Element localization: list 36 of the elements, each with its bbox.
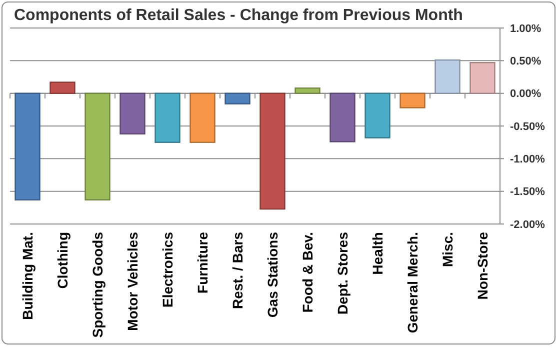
bar <box>364 92 390 138</box>
x-tick-label: Gas Stations <box>264 232 280 318</box>
bar <box>294 88 320 94</box>
y-tick-label: 1.00% <box>510 22 542 35</box>
x-tick-label: Building Mat. <box>19 232 36 320</box>
bar <box>120 92 146 134</box>
x-tick-label: Sporting Goods <box>89 232 106 338</box>
bar <box>470 62 496 94</box>
x-tick-label: Furniture <box>194 232 210 294</box>
bar <box>14 92 40 200</box>
bar <box>260 92 286 210</box>
y-tick-label: -2.00% <box>510 218 546 231</box>
bar <box>154 92 180 143</box>
bar <box>400 92 426 108</box>
x-tick-label: Electronics <box>159 232 176 308</box>
bar <box>224 92 250 104</box>
x-tick-label: Non-Store <box>474 232 490 300</box>
x-tick-label: Misc. <box>439 232 456 268</box>
x-tick-label: Rest. / Bars <box>229 232 246 310</box>
x-tick-label: Food & Bev. <box>299 232 316 313</box>
y-tick-label: -1.00% <box>510 154 546 166</box>
bar <box>190 92 216 143</box>
y-tick-label: -0.50% <box>510 120 546 133</box>
y-tick-label: 0.00% <box>510 88 542 100</box>
bar <box>84 92 110 200</box>
x-tick-label: General Merch. <box>404 232 420 334</box>
x-tick-label: Motor Vehicles <box>124 232 140 331</box>
x-tick-label: Dept. Stores <box>334 232 350 314</box>
y-tick-label: 0.50% <box>510 56 542 68</box>
bar <box>330 92 356 142</box>
bar <box>50 82 76 94</box>
y-tick-label: -1.50% <box>510 186 546 198</box>
chart-title: Components of Retail Sales - Change from Previous Month <box>14 7 463 24</box>
x-tick-label: Health <box>369 232 386 275</box>
bar <box>434 59 460 94</box>
x-tick-label: Clothing <box>54 232 70 289</box>
